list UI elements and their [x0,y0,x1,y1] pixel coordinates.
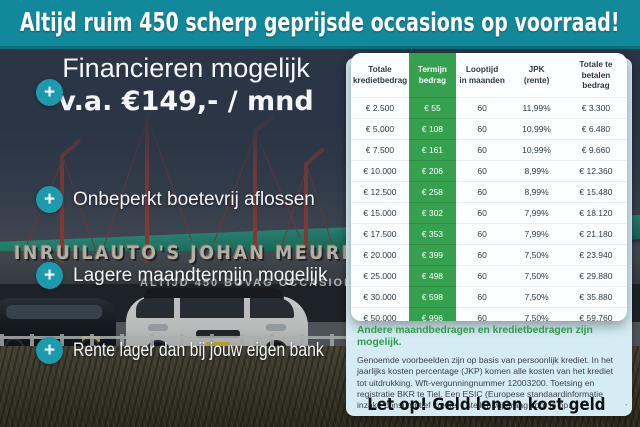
table-cell: 60 [455,97,509,119]
finance-table-body: € 2.500 € 55 60 11,99% € 3.300 € 5.000 € 108 60… [351,97,627,321]
table-cell: € 3.300 [564,97,627,119]
table-cell: 60 [455,118,509,140]
table-row: € 30.000 € 598 60 7,50% € 35.880 [351,286,627,308]
table-cell: € 353 [408,223,456,245]
table-cell: € 55 [408,97,456,119]
table-cell: 60 [455,160,509,182]
loan-warning-text: Let op! Geld lenen kost geld [367,394,606,415]
table-cell: 10,99% [508,118,565,140]
table-cell: € 258 [408,181,456,203]
table-row: € 2.500 € 55 60 11,99% € 3.300 [351,97,627,119]
plus-icon: + [36,186,63,213]
col-header-monthly: Termijn bedrag [408,53,456,98]
table-cell: € 12.360 [564,160,627,182]
table-row: € 7.500 € 161 60 10,99% € 9.660 [351,139,627,161]
plus-icon: + [36,262,63,289]
fineprint-text: Genoemde voorbeelden zijn op basis van p… [357,354,614,411]
table-cell: € 598 [408,286,456,308]
col-header-apr: JPK (rente) [523,65,550,85]
plus-icon: + [36,337,63,364]
table-cell: € 50.000 [351,307,409,321]
table-cell: 60 [455,307,509,321]
table-cell: 10,99% [508,139,565,161]
bullet-text: Lagere maandtermijn mogelijk [73,264,328,286]
top-banner: Altijd ruim 450 scherp geprijsde occasio… [0,0,640,49]
table-row: € 15.000 € 302 60 7,99% € 18.120 [351,202,627,224]
table-cell: € 23.940 [564,244,627,266]
plus-icon: + [36,79,63,106]
table-cell: € 5.000 [351,118,409,140]
promo-headline: Financieren mogelijk v.a. €149,- / mnd [30,52,342,120]
table-cell: € 9.660 [564,139,627,161]
table-cell: € 108 [408,118,456,140]
money-burden-icon: € [624,403,627,406]
table-row: € 5.000 € 108 60 10,99% € 6.480 [351,118,627,140]
headline-line2: v.a. €149,- / mnd [58,86,314,117]
finance-table-card: Totale kredietbedrag Termijn bedrag Loopti… [351,53,627,321]
table-cell: € 2.500 [351,97,409,119]
table-cell: 11,99% [508,97,565,119]
table-cell: 60 [455,223,509,245]
alternatives-heading: Andere maandbedragen en kredietbedragen … [357,325,593,349]
table-cell: € 161 [408,139,456,161]
promo-bullet: + Lagere maandtermijn mogelijk [36,262,328,289]
table-cell: 60 [455,244,509,266]
table-header-row: Totale kredietbedrag Termijn bedrag Loopti… [351,53,627,98]
promo-bullet: + Onbeperkt boetevrij aflossen [36,186,315,213]
table-row: € 10.000 € 206 60 8,99% € 12.360 [351,160,627,182]
table-cell: € 35.880 [564,286,627,308]
table-cell: € 17.500 [351,223,409,245]
table-cell: 7,50% [508,286,565,308]
table-cell: € 498 [408,265,456,287]
table-cell: 60 [455,139,509,161]
disclaimer-section: Andere maandbedragen en kredietbedragen … [357,325,623,412]
promo-bullet: + Rente lager dan bij jouw eigen bank [36,337,375,364]
table-cell: € 6.480 [564,118,627,140]
table-cell: € 20.000 [351,244,409,266]
table-cell: 8,99% [508,181,565,203]
table-cell: € 29.880 [564,265,627,287]
table-cell: € 30.000 [351,286,409,308]
table-cell: 60 [455,286,509,308]
col-header-term: Looptijd in maanden [459,65,505,85]
table-cell: € 59.760 [564,307,627,321]
bullet-text: Onbeperkt boetevrij aflossen [73,188,315,210]
table-cell: 60 [455,265,509,287]
table-cell: € 15.480 [564,181,627,203]
table-cell: € 302 [408,202,456,224]
table-cell: 7,50% [508,307,565,321]
table-cell: € 206 [408,160,456,182]
table-row: € 25.000 € 498 60 7,50% € 29.880 [351,265,627,287]
headline-line1: Financieren mogelijk [62,53,310,83]
table-cell: 8,99% [508,160,565,182]
table-cell: € 15.000 [351,202,409,224]
table-cell: 60 [455,181,509,203]
col-header-total: Totale te betalen bedrag [579,60,613,91]
table-cell: € 21.180 [564,223,627,245]
bullet-text: Rente lager dan bij jouw eigen bank [73,339,324,361]
table-row: € 17.500 € 353 60 7,99% € 21.180 [351,223,627,245]
table-cell: 7,99% [508,223,565,245]
table-row: € 12.500 € 258 60 8,99% € 15.480 [351,181,627,203]
banner-text: Altijd ruim 450 scherp geprijsde occasio… [20,8,620,38]
table-row: € 20.000 € 399 60 7,50% € 23.940 [351,244,627,266]
table-row: € 50.000 € 996 60 7,50% € 59.760 [351,307,627,321]
table-cell: 7,99% [508,202,565,224]
finance-table: Totale kredietbedrag Termijn bedrag Loopti… [351,53,627,321]
table-cell: 60 [455,202,509,224]
table-cell: € 7.500 [351,139,409,161]
table-cell: 7,50% [508,265,565,287]
loan-warning: Let op! Geld lenen kost geld € [351,393,627,416]
col-header-credit: Totale kredietbedrag [353,65,408,85]
table-cell: € 996 [408,307,456,321]
table-cell: € 18.120 [564,202,627,224]
table-cell: 7,50% [508,244,565,266]
table-cell: € 12.500 [351,181,409,203]
table-cell: € 25.000 [351,265,409,287]
table-cell: € 399 [408,244,456,266]
table-cell: € 10.000 [351,160,409,182]
